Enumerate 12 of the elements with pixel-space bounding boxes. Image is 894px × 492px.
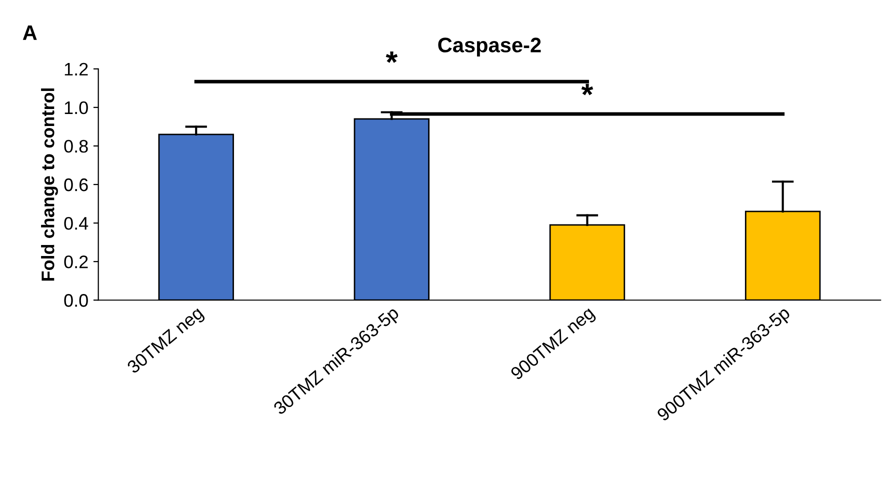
y-tick-label: 0.0 — [64, 294, 88, 307]
y-tick-label: 0.4 — [64, 216, 88, 230]
annotation: * — [581, 84, 594, 96]
text: * — [386, 51, 398, 63]
chart-title: Caspase-2 — [438, 38, 541, 57]
y-axis-title: Fold change to control — [41, 88, 58, 281]
y-tick-label: 1.0 — [64, 101, 88, 114]
y-tick-label: 0.6 — [64, 178, 88, 192]
y-tick-label: 1.2 — [64, 62, 88, 76]
y-tick-label: 0.2 — [64, 256, 88, 268]
y-tick-label: 0.8 — [64, 140, 88, 153]
text: A — [22, 25, 37, 40]
